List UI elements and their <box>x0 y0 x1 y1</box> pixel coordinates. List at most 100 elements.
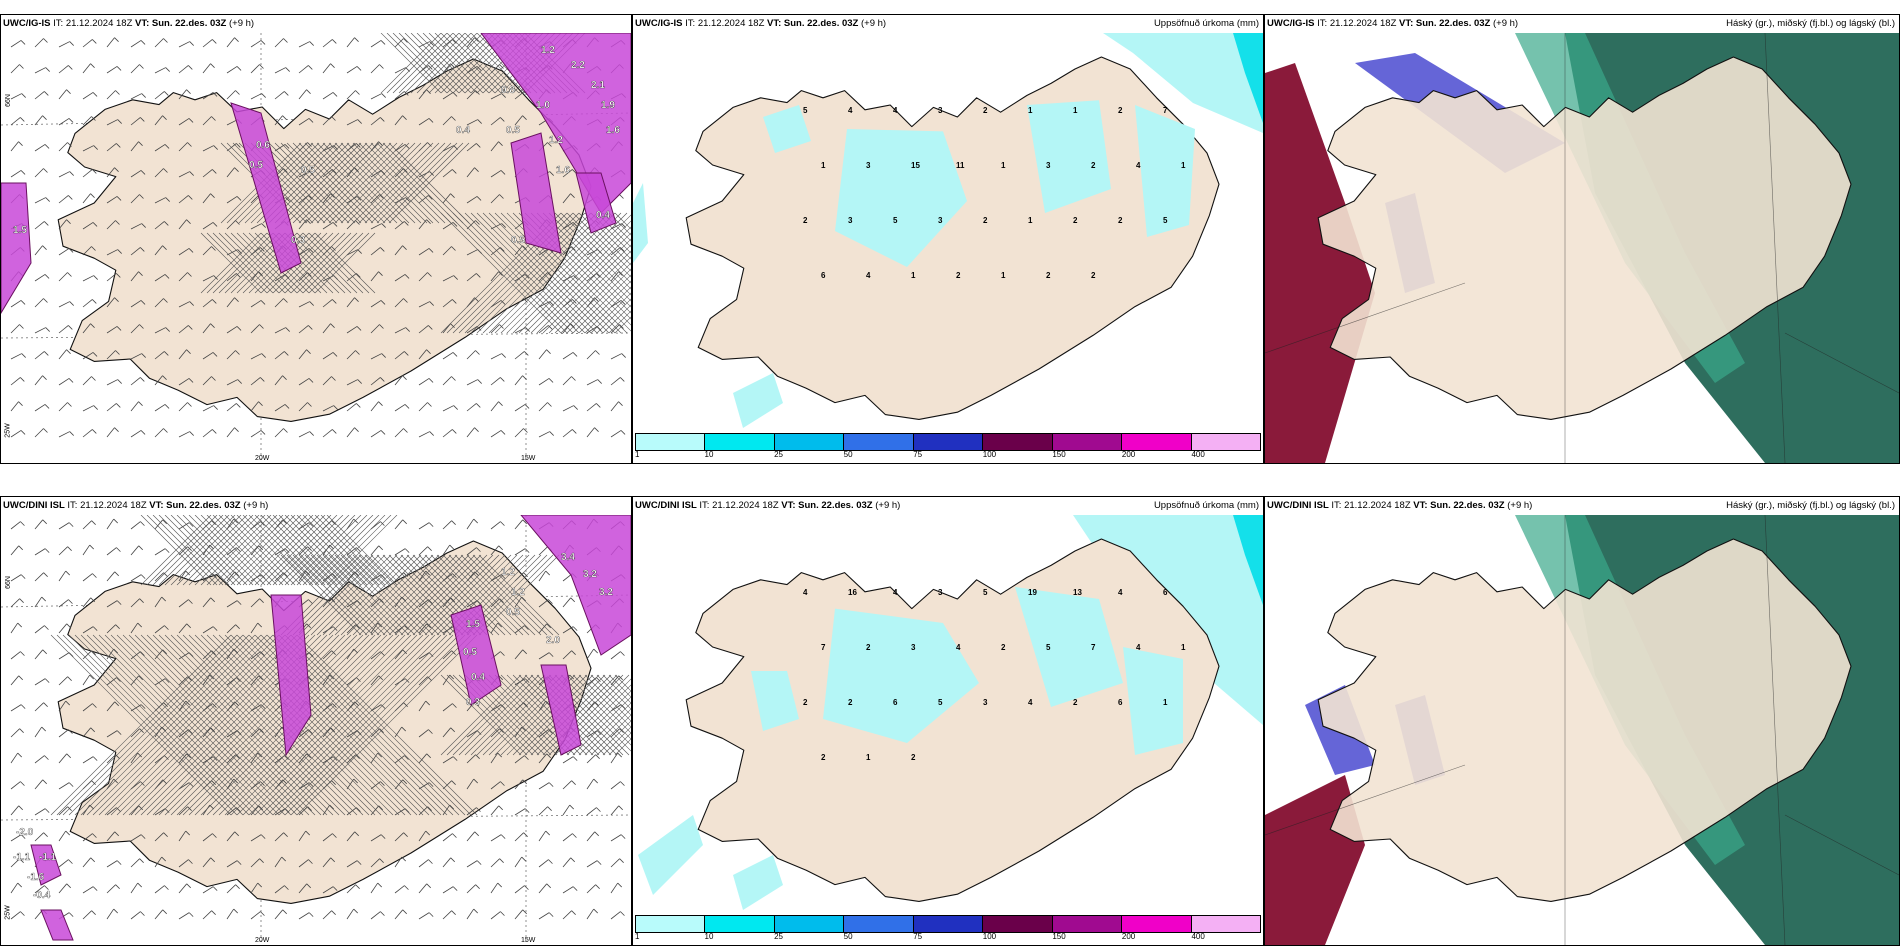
wind-barb <box>226 66 238 74</box>
iceland-landmass <box>1317 56 1852 420</box>
wind-barb-flag <box>596 807 601 812</box>
wind-barb-flag <box>547 806 552 811</box>
wind-barb <box>562 780 572 790</box>
wind-barb-flag <box>211 780 216 785</box>
wind-barb-flag <box>261 353 266 358</box>
wind-barb-flag <box>116 196 122 201</box>
wind-barb-flag <box>20 574 26 579</box>
boundary-line <box>1764 515 1786 945</box>
value-labels: 3.43.23.21.21.20.52.01.50.50.40.3-2.0-1.… <box>13 552 614 901</box>
legend-swatch <box>774 434 845 450</box>
wind-barb-flag <box>402 115 407 120</box>
wind-barb-flag <box>476 196 482 201</box>
wind-barb <box>106 860 118 868</box>
wind-barb-flag <box>356 403 361 408</box>
wind-barb-flag <box>306 883 311 889</box>
legend-tick: 400 <box>1191 450 1205 459</box>
wind-barb-flag <box>162 115 167 120</box>
wind-barb-flag <box>597 379 602 384</box>
legend-tick: 200 <box>1121 932 1136 941</box>
wind-barb-flag <box>163 832 168 837</box>
wind-barb <box>82 429 93 438</box>
wind-barb <box>586 754 596 764</box>
wind-barb <box>154 38 164 48</box>
wind-barb-flag <box>571 376 576 381</box>
wind-barb-flag <box>19 598 24 603</box>
wind-barb <box>442 169 453 178</box>
wind-barb-flag <box>90 597 95 603</box>
wind-barb <box>58 431 70 438</box>
wind-barb-flag <box>189 431 194 436</box>
wind-barb <box>274 885 285 894</box>
lon-label-15w: 15W <box>521 937 536 944</box>
wind-barb-flag <box>450 857 455 863</box>
value-label: -1.1 <box>39 852 57 863</box>
wind-barb-flag <box>284 548 290 553</box>
value-label: 0.5 <box>249 160 263 171</box>
wind-barb-flag <box>210 597 215 603</box>
wind-barb-flag <box>210 63 215 68</box>
precip-label: 11 <box>956 161 965 170</box>
wind-barb <box>346 90 356 100</box>
precip-label: 2 <box>1073 216 1078 225</box>
wind-barb-flag <box>525 327 530 332</box>
wind-barb <box>322 833 333 842</box>
wind-barb <box>442 910 452 920</box>
wind-barb-flag <box>476 273 481 278</box>
wind-barb <box>82 857 92 868</box>
wind-barb <box>154 144 166 152</box>
wind-barb <box>178 522 190 530</box>
wind-barb-flag <box>452 833 457 838</box>
wind-barb-flag <box>404 404 410 409</box>
wind-barb-flag <box>210 193 215 198</box>
wind-barb-flag <box>571 910 576 915</box>
precip-label: 1 <box>821 161 826 170</box>
wind-barb <box>514 909 524 920</box>
wind-barb-flag <box>285 197 290 202</box>
wind-barb-flag <box>90 193 95 198</box>
wind-barb-flag <box>426 89 431 94</box>
wind-barb-flag <box>380 781 385 786</box>
wind-barb <box>10 834 22 842</box>
precip-label: 1 <box>1181 643 1186 652</box>
wind-barb <box>106 196 118 204</box>
wind-barb <box>82 405 94 412</box>
wind-barb <box>202 323 211 334</box>
wind-barb-flag <box>452 92 458 97</box>
wind-barb-flag <box>235 350 240 355</box>
wind-barb <box>178 431 190 438</box>
wind-barb <box>370 223 382 230</box>
legend-swatch <box>636 434 706 450</box>
lat-label: 66N <box>4 94 12 107</box>
wind-barb <box>178 652 190 660</box>
wind-barb <box>442 597 452 608</box>
wind-barb-flag <box>545 830 550 836</box>
wind-barb <box>34 548 46 556</box>
wind-barb-flag <box>115 624 120 629</box>
wind-barb-flag <box>306 753 311 759</box>
wind-barb-flag <box>403 832 408 837</box>
value-label: 2.0 <box>546 635 560 646</box>
wind-barb-flag <box>20 521 25 526</box>
wind-barb <box>34 755 45 764</box>
precip-label: 6 <box>893 698 898 707</box>
wind-barb <box>514 428 524 438</box>
wind-barb-flag <box>501 93 506 98</box>
wind-barb-flag <box>308 859 313 864</box>
precip-area <box>1123 647 1183 755</box>
wind-barb-flag <box>377 752 382 758</box>
wind-barb-flag <box>189 41 194 46</box>
wind-barb <box>58 522 70 530</box>
wind-barb <box>538 652 550 660</box>
wind-barb <box>346 119 358 126</box>
wind-barb <box>154 404 166 412</box>
wind-barb <box>514 327 526 334</box>
precip-area <box>763 105 811 153</box>
wind-barb-flag <box>69 301 74 306</box>
wind-barb <box>514 625 525 634</box>
wind-barb-flag <box>212 352 218 357</box>
wind-barb <box>82 626 94 634</box>
wind-barb <box>130 545 140 556</box>
wind-barb <box>106 908 115 920</box>
wind-barb-flag <box>332 352 338 357</box>
